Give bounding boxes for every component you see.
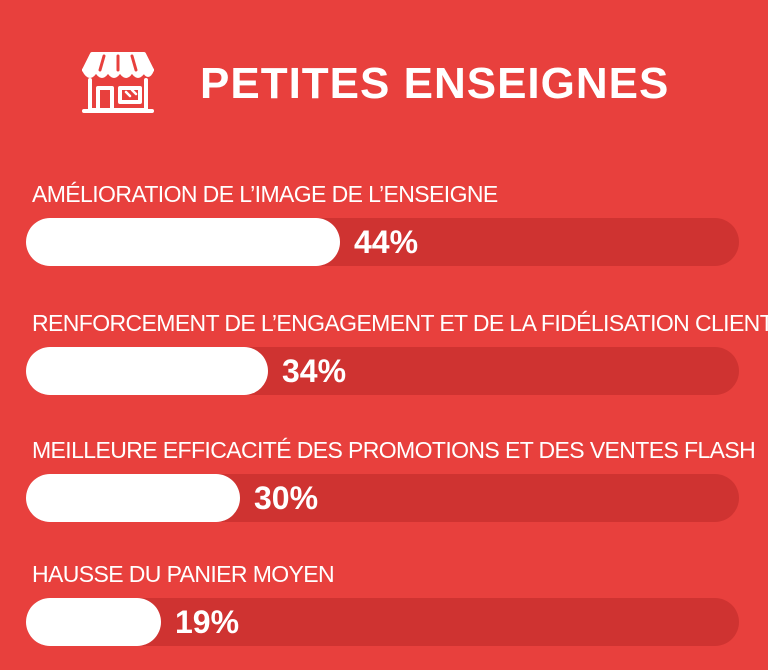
chart-title: PETITES ENSEIGNES	[200, 59, 670, 108]
bar-row: MEILLEURE EFFICACITÉ DES PROMOTIONS ET D…	[0, 436, 768, 546]
bar-track: 19%	[26, 598, 739, 646]
bar-label: AMÉLIORATION DE L’IMAGE DE L’ENSEIGNE	[32, 181, 498, 207]
bar-row: HAUSSE DU PANIER MOYEN 19%	[0, 560, 768, 670]
bar-value-label: 30%	[254, 480, 319, 516]
bar-label: RENFORCEMENT DE L’ENGAGEMENT ET DE LA FI…	[32, 310, 768, 336]
chart-header: PETITES ENSEIGNES	[0, 0, 768, 140]
bar-value-label: 19%	[175, 604, 240, 640]
bar-fill	[26, 218, 340, 266]
bar-label: MEILLEURE EFFICACITÉ DES PROMOTIONS ET D…	[32, 437, 756, 463]
bar-fill	[26, 474, 240, 522]
bar-fill	[26, 347, 268, 395]
bar-fill	[26, 598, 161, 646]
bar-label: HAUSSE DU PANIER MOYEN	[32, 561, 335, 587]
bar-row: RENFORCEMENT DE L’ENGAGEMENT ET DE LA FI…	[0, 309, 768, 419]
storefront-icon	[82, 52, 154, 113]
bar-track: 34%	[26, 347, 739, 395]
bar-value-label: 34%	[282, 353, 347, 389]
bar-track: 44%	[26, 218, 739, 266]
bar-value-label: 44%	[354, 224, 419, 260]
bar-track: 30%	[26, 474, 739, 522]
bar-row: AMÉLIORATION DE L’IMAGE DE L’ENSEIGNE 44…	[0, 180, 768, 290]
